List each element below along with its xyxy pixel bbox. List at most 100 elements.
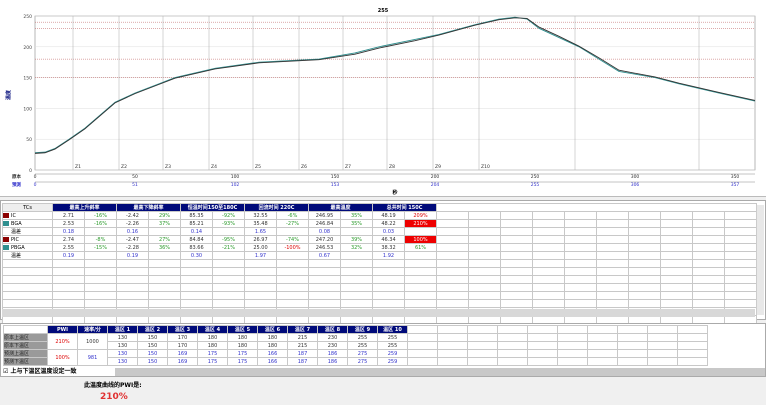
zone-temp-cell[interactable]: 170 [167, 333, 198, 342]
zone-temp-cell[interactable]: 150 [137, 341, 168, 350]
vertical-scrollbar[interactable] [756, 205, 764, 315]
zone-row[interactable]: 原本下温区 130 150 170 180 180 180 215 230 255 255 [3, 341, 708, 350]
empty-row [2, 299, 757, 308]
empty-cell [436, 211, 469, 220]
zone-temp-cell[interactable]: 180 [257, 333, 288, 342]
metric-header: 回流时间 220C [244, 203, 309, 212]
cell: 2.74 [52, 235, 85, 244]
cell: 48.19 [372, 211, 405, 220]
empty-cell [660, 235, 693, 244]
cell [148, 227, 181, 236]
table-row[interactable]: BGA 2.53 -16% -2.26 37% 85.21 -93% 35.48 -27% 246… [2, 219, 757, 228]
zone-temp-cell[interactable]: 169 [167, 357, 198, 366]
zone-temp-cell[interactable]: 130 [107, 333, 138, 342]
cell [404, 227, 437, 236]
empty-cell [596, 211, 629, 220]
zone-temp-cell[interactable]: 187 [287, 357, 318, 366]
zone-temp-cell[interactable]: 275 [347, 357, 378, 366]
table-row[interactable]: PBGA 2.55 -15% -2.28 36% 83.66 -21% 25.00 -100% 2… [2, 243, 757, 252]
empty-cell [436, 227, 469, 236]
cell: 0.30 [180, 251, 213, 260]
cell: -92% [212, 211, 245, 220]
zone-temp-cell[interactable]: 215 [287, 333, 318, 342]
zone-label: Z6 [301, 164, 307, 170]
cell: 32.55 [244, 211, 277, 220]
table-row[interactable]: PIC 2.74 -8% -2.47 27% 84.84 -95% 26.97 -74% 247.… [2, 235, 757, 244]
zone-header: 温区 2 [137, 325, 168, 334]
zone-temp-cell[interactable]: 180 [227, 333, 258, 342]
empty-cell [564, 219, 597, 228]
empty-cell [564, 251, 597, 260]
cell: -2.28 [116, 243, 149, 252]
zone-temp-cell[interactable]: 180 [197, 341, 228, 350]
zone-temp-cell[interactable]: 175 [227, 357, 258, 366]
zone-header: 温区 6 [257, 325, 288, 334]
cell [212, 251, 245, 260]
zone-temp-cell[interactable]: 166 [257, 357, 288, 366]
zone-temp-cell[interactable]: 255 [377, 333, 408, 342]
zone-temp-cell[interactable]: 130 [107, 341, 138, 350]
zone-temp-cell[interactable]: 150 [137, 333, 168, 342]
zone-temp-cell[interactable]: 180 [257, 341, 288, 350]
zone-temp-cell[interactable]: 130 [107, 357, 138, 366]
cell: -93% [212, 219, 245, 228]
zone-temp-cell[interactable]: 150 [137, 357, 168, 366]
zone-temp-cell[interactable]: 175 [197, 349, 228, 358]
zone-temp-cell[interactable]: 180 [197, 333, 228, 342]
zone-scrollbar[interactable] [115, 368, 765, 376]
zone-row[interactable]: 预测上温区 100% 981 130 150 169 175 175 166 187 186 275 2… [3, 349, 708, 366]
horizontal-scrollbar[interactable] [2, 309, 755, 317]
empty-cell [500, 243, 533, 252]
x-tick-label: 150 [331, 174, 340, 180]
empty-cell [532, 235, 565, 244]
zone-temp-cell[interactable]: 166 [257, 349, 288, 358]
cell [212, 227, 245, 236]
zone-temp-cell[interactable]: 187 [287, 349, 318, 358]
empty-cell [596, 219, 629, 228]
zone-temp-cell[interactable]: 255 [347, 341, 378, 350]
speed-cell[interactable]: 981 [77, 349, 108, 366]
cell: 0.16 [116, 227, 149, 236]
zone-temp-cell[interactable]: 186 [317, 349, 348, 358]
metric-header: 恒温时间150至180C [180, 203, 245, 212]
cell [340, 251, 373, 260]
empty-cell [724, 211, 757, 220]
zone-temp-cell[interactable]: 230 [317, 341, 348, 350]
empty-cell [500, 219, 533, 228]
zone-temp-cell[interactable]: 255 [377, 341, 408, 350]
zone-temp-cell[interactable]: 169 [167, 349, 198, 358]
same-zone-checkbox[interactable]: ☑ 上与下温区温度设定一致 [3, 368, 115, 376]
zone-temp-cell[interactable]: 255 [347, 333, 378, 342]
zone-temp-cell[interactable]: 150 [137, 349, 168, 358]
table-row[interactable]: IC 2.71 -16% -2.42 29% 85.35 -92% 32.55 -6% 246.9… [2, 211, 757, 220]
empty-cell [500, 251, 533, 260]
table-row[interactable]: 温差 0.19 0.19 0.30 1.97 0.67 1.92 [2, 251, 757, 260]
table-row[interactable]: 温差 0.18 0.16 0.14 1.65 0.08 0.03 [2, 227, 757, 236]
cell: -74% [276, 235, 309, 244]
zone-temp-cell[interactable]: 170 [167, 341, 198, 350]
zone-temp-cell[interactable]: 215 [287, 341, 318, 350]
empty-cell [532, 211, 565, 220]
zone-temp-cell[interactable]: 186 [317, 357, 348, 366]
cell: 84.84 [180, 235, 213, 244]
cell: -16% [84, 211, 117, 220]
zone-temp-cell[interactable]: 130 [107, 349, 138, 358]
zone-temp-cell[interactable]: 175 [227, 349, 258, 358]
zone-temp-cell[interactable]: 175 [197, 357, 228, 366]
zone-header: 温区 7 [287, 325, 318, 334]
zone-temp-cell[interactable]: 230 [317, 333, 348, 342]
zone-temp-cell[interactable]: 275 [347, 349, 378, 358]
zone-row[interactable]: 预测下温区 130 150 169 175 175 166 187 186 275 259 [3, 357, 708, 366]
zone-row[interactable]: 原本上温区 210% 1000 130 150 170 180 180 180 215 230 255… [3, 333, 708, 350]
zone-temp-cell[interactable]: 259 [377, 357, 408, 366]
speed-cell[interactable]: 1000 [77, 333, 108, 350]
empty-cell [596, 251, 629, 260]
empty-cell [564, 211, 597, 220]
tc-name: BGA [2, 219, 53, 228]
checkbox-label: 上与下温区温度设定一致 [10, 368, 77, 375]
zone-temp-cell[interactable]: 259 [377, 349, 408, 358]
x-tick-label: 50 [132, 174, 138, 180]
zone-temp-cell[interactable]: 180 [227, 341, 258, 350]
